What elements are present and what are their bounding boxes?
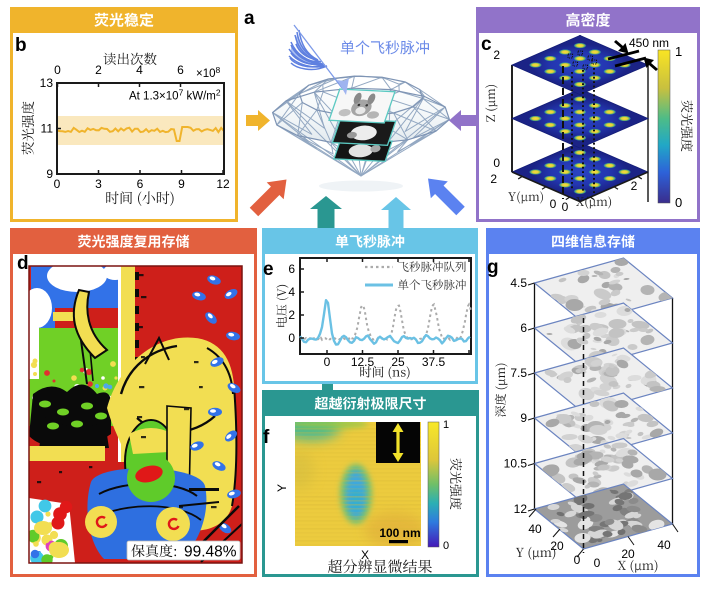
svg-text:9: 9 <box>178 177 185 191</box>
svg-text:6: 6 <box>137 177 144 191</box>
svg-text:12: 12 <box>514 502 528 516</box>
svg-text:4: 4 <box>288 285 295 299</box>
svg-text:c: c <box>481 34 492 55</box>
svg-text:Y: Y <box>275 484 289 492</box>
svg-text:0: 0 <box>562 200 569 214</box>
svg-text:20: 20 <box>550 539 564 553</box>
svg-text:37.5: 37.5 <box>422 355 446 369</box>
svg-text:0: 0 <box>574 553 581 567</box>
svg-text:e: e <box>263 259 274 280</box>
svg-text:×108: ×108 <box>196 65 221 80</box>
svg-text:9: 9 <box>46 167 53 181</box>
svg-text:6: 6 <box>520 321 527 335</box>
svg-text:25: 25 <box>391 355 405 369</box>
svg-text:9: 9 <box>520 411 527 425</box>
svg-text:2: 2 <box>95 63 102 77</box>
svg-text:0: 0 <box>54 63 61 77</box>
svg-text:2: 2 <box>631 179 638 193</box>
svg-text:2: 2 <box>288 308 295 322</box>
svg-text:40: 40 <box>528 522 542 536</box>
svg-text:2: 2 <box>490 172 497 186</box>
svg-text:b: b <box>15 35 27 56</box>
svg-text:7.5: 7.5 <box>510 366 527 380</box>
svg-text:0: 0 <box>493 156 500 170</box>
svg-text:10.5: 10.5 <box>504 457 528 471</box>
svg-text:3: 3 <box>95 177 102 191</box>
svg-text:g: g <box>487 257 499 278</box>
svg-text:0: 0 <box>443 540 449 552</box>
svg-text:99.48%: 99.48% <box>184 544 237 561</box>
svg-text:450 nm: 450 nm <box>629 36 669 50</box>
svg-text:6: 6 <box>177 63 184 77</box>
svg-text:2: 2 <box>493 48 500 62</box>
svg-text:1: 1 <box>675 44 682 59</box>
svg-text:f: f <box>263 427 270 448</box>
svg-text:a: a <box>244 8 255 29</box>
svg-text:0: 0 <box>594 556 601 570</box>
svg-text:12: 12 <box>216 177 230 191</box>
svg-text:0: 0 <box>288 331 295 345</box>
svg-text:0: 0 <box>675 195 682 210</box>
svg-text:20: 20 <box>621 547 635 561</box>
svg-text:4: 4 <box>136 63 143 77</box>
svg-text:40: 40 <box>657 538 671 552</box>
svg-text:0: 0 <box>54 177 61 191</box>
svg-text:100 nm: 100 nm <box>379 526 420 540</box>
svg-text:At 1.3×107 kW/m2: At 1.3×107 kW/m2 <box>129 88 221 103</box>
svg-text:d: d <box>17 253 29 274</box>
svg-text:13: 13 <box>40 76 54 90</box>
svg-text:X: X <box>361 548 369 562</box>
svg-text:1: 1 <box>443 419 449 431</box>
svg-text:11: 11 <box>41 122 54 136</box>
svg-text:0: 0 <box>324 355 331 369</box>
svg-text:0: 0 <box>550 197 557 211</box>
svg-text:6: 6 <box>288 262 295 276</box>
svg-text:4.5: 4.5 <box>510 276 527 290</box>
svg-text:12.5: 12.5 <box>351 355 375 369</box>
